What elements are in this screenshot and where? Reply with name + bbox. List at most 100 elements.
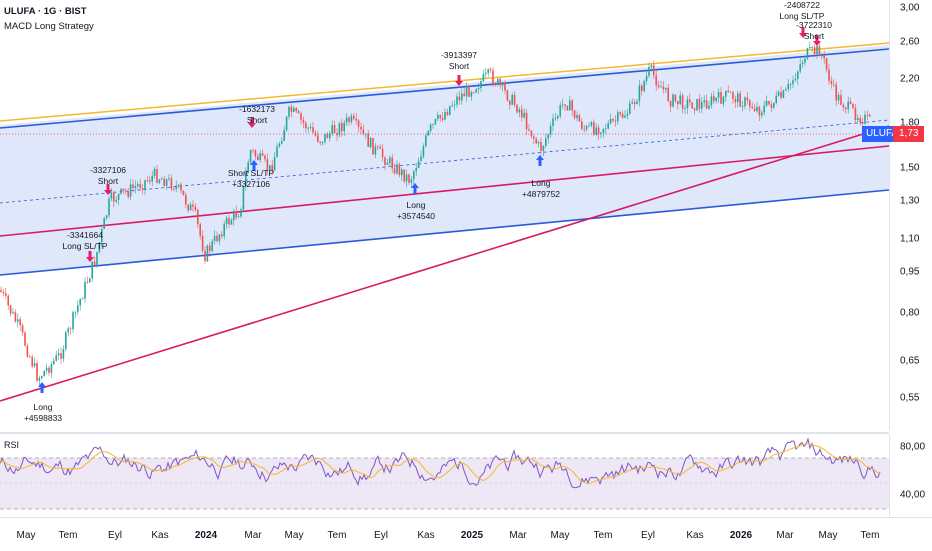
candle-body bbox=[317, 135, 319, 142]
rsi-pane[interactable] bbox=[0, 434, 889, 516]
candle-body bbox=[501, 82, 504, 86]
candle-body bbox=[384, 157, 386, 165]
price-axis-label: 2,20 bbox=[900, 73, 920, 85]
long-arrow-icon[interactable] bbox=[250, 160, 258, 171]
candle-body bbox=[768, 100, 770, 105]
trade-annotation-line: -1632173 bbox=[239, 104, 275, 114]
price-axis-label: 1,10 bbox=[900, 233, 920, 245]
price-axis[interactable]: 3,00 2,60 2,20 1,80 1,50 1,30 1,10 0,95 0,80 0,65… bbox=[889, 0, 932, 430]
candle-body bbox=[379, 147, 381, 149]
long-arrow-icon[interactable] bbox=[38, 382, 46, 393]
candle-body bbox=[381, 148, 384, 158]
candle-body bbox=[365, 133, 367, 135]
time-axis-label: Tem bbox=[327, 530, 347, 541]
rsi-label[interactable]: RSI bbox=[4, 440, 20, 450]
candle-body bbox=[242, 186, 245, 210]
candle-body bbox=[149, 180, 151, 182]
candle-body bbox=[665, 87, 667, 90]
candle-body bbox=[204, 250, 206, 262]
short-arrow-icon[interactable] bbox=[104, 184, 112, 195]
candle-body bbox=[283, 129, 285, 141]
price-chart[interactable] bbox=[0, 0, 889, 432]
candle-body bbox=[314, 132, 317, 136]
symbol-line[interactable]: ULUFA · 1G · BIST bbox=[4, 6, 87, 17]
candle-body bbox=[247, 162, 249, 174]
candle-body bbox=[655, 75, 657, 86]
candle-body bbox=[813, 47, 816, 55]
candle-body bbox=[746, 97, 749, 101]
candle-body bbox=[374, 146, 377, 155]
candle-body bbox=[230, 220, 233, 225]
channel-mid-line bbox=[0, 119, 889, 204]
candle-body bbox=[444, 112, 446, 120]
short-arrow-icon[interactable] bbox=[248, 117, 256, 128]
candle-body bbox=[785, 89, 787, 91]
trade-annotation: -3327106 Short bbox=[90, 165, 126, 187]
candle-body bbox=[456, 96, 458, 105]
candle-body bbox=[607, 123, 609, 129]
candle-body bbox=[792, 80, 794, 84]
candle-body bbox=[129, 184, 132, 197]
candle-body bbox=[329, 133, 331, 139]
candle-body bbox=[777, 92, 780, 96]
candle-body bbox=[504, 82, 506, 91]
candle-body bbox=[235, 211, 237, 218]
candle-body bbox=[559, 105, 561, 117]
candle-body bbox=[211, 241, 213, 251]
candle-body bbox=[581, 121, 583, 129]
candle-body bbox=[69, 328, 72, 330]
candle-body bbox=[681, 95, 684, 109]
trade-annotation-line: Long SL/TP bbox=[62, 241, 108, 251]
candle-body bbox=[434, 118, 437, 125]
time-axis-label: 2025 bbox=[460, 530, 484, 541]
candle-body bbox=[677, 101, 679, 105]
candle-body bbox=[660, 86, 662, 88]
pane-separator[interactable] bbox=[0, 432, 889, 434]
time-axis-label: Eyl bbox=[641, 530, 655, 541]
candle-body bbox=[110, 192, 113, 199]
candle-body bbox=[209, 245, 211, 251]
candle-body bbox=[641, 85, 643, 91]
short-arrow-icon[interactable] bbox=[813, 35, 821, 46]
candle-body bbox=[564, 104, 566, 107]
candle-body bbox=[60, 353, 62, 359]
candle-body bbox=[729, 92, 732, 93]
candle-body bbox=[468, 86, 470, 97]
candle-body bbox=[134, 186, 137, 189]
candle-body bbox=[765, 100, 768, 106]
candle-body bbox=[77, 305, 79, 312]
time-axis-label: Kas bbox=[417, 530, 435, 541]
candle-body bbox=[187, 204, 189, 211]
candle-body bbox=[859, 118, 861, 123]
candle-body bbox=[734, 99, 737, 103]
candle-body bbox=[540, 142, 542, 151]
candle-body bbox=[470, 92, 473, 97]
long-arrow-icon[interactable] bbox=[536, 155, 544, 166]
rsi-axis[interactable]: 80,00 40,00 bbox=[889, 434, 932, 516]
upper-resistance-line bbox=[0, 42, 889, 122]
candle-body bbox=[257, 156, 259, 161]
time-axis[interactable]: May Tem Eyl Kas 2024 Mar May Tem Eyl Kas 2025 Mar Ma… bbox=[0, 517, 932, 551]
candle-body bbox=[285, 116, 288, 130]
short-arrow-icon[interactable] bbox=[455, 75, 463, 86]
price-axis-label: 0,65 bbox=[900, 355, 920, 367]
candle-body bbox=[101, 229, 103, 243]
candle-body bbox=[194, 206, 197, 211]
short-arrow-icon[interactable] bbox=[86, 251, 94, 262]
trade-annotation: -1632173 Short bbox=[239, 104, 275, 126]
candle-body bbox=[278, 143, 281, 147]
short-arrow-icon[interactable] bbox=[799, 27, 807, 38]
candle-body bbox=[362, 129, 365, 135]
rsi-band bbox=[0, 458, 889, 509]
candle-body bbox=[799, 64, 801, 72]
candle-body bbox=[45, 367, 48, 371]
strategy-name[interactable]: MACD Long Strategy bbox=[4, 21, 94, 32]
candle-body bbox=[237, 216, 240, 218]
candle-body bbox=[732, 92, 734, 100]
candle-body bbox=[866, 114, 869, 116]
long-arrow-icon[interactable] bbox=[411, 183, 419, 194]
candle-body bbox=[686, 99, 689, 109]
channel-lower-line bbox=[0, 189, 889, 276]
trade-annotation-line: Long bbox=[406, 200, 426, 210]
candle-body bbox=[773, 102, 775, 108]
